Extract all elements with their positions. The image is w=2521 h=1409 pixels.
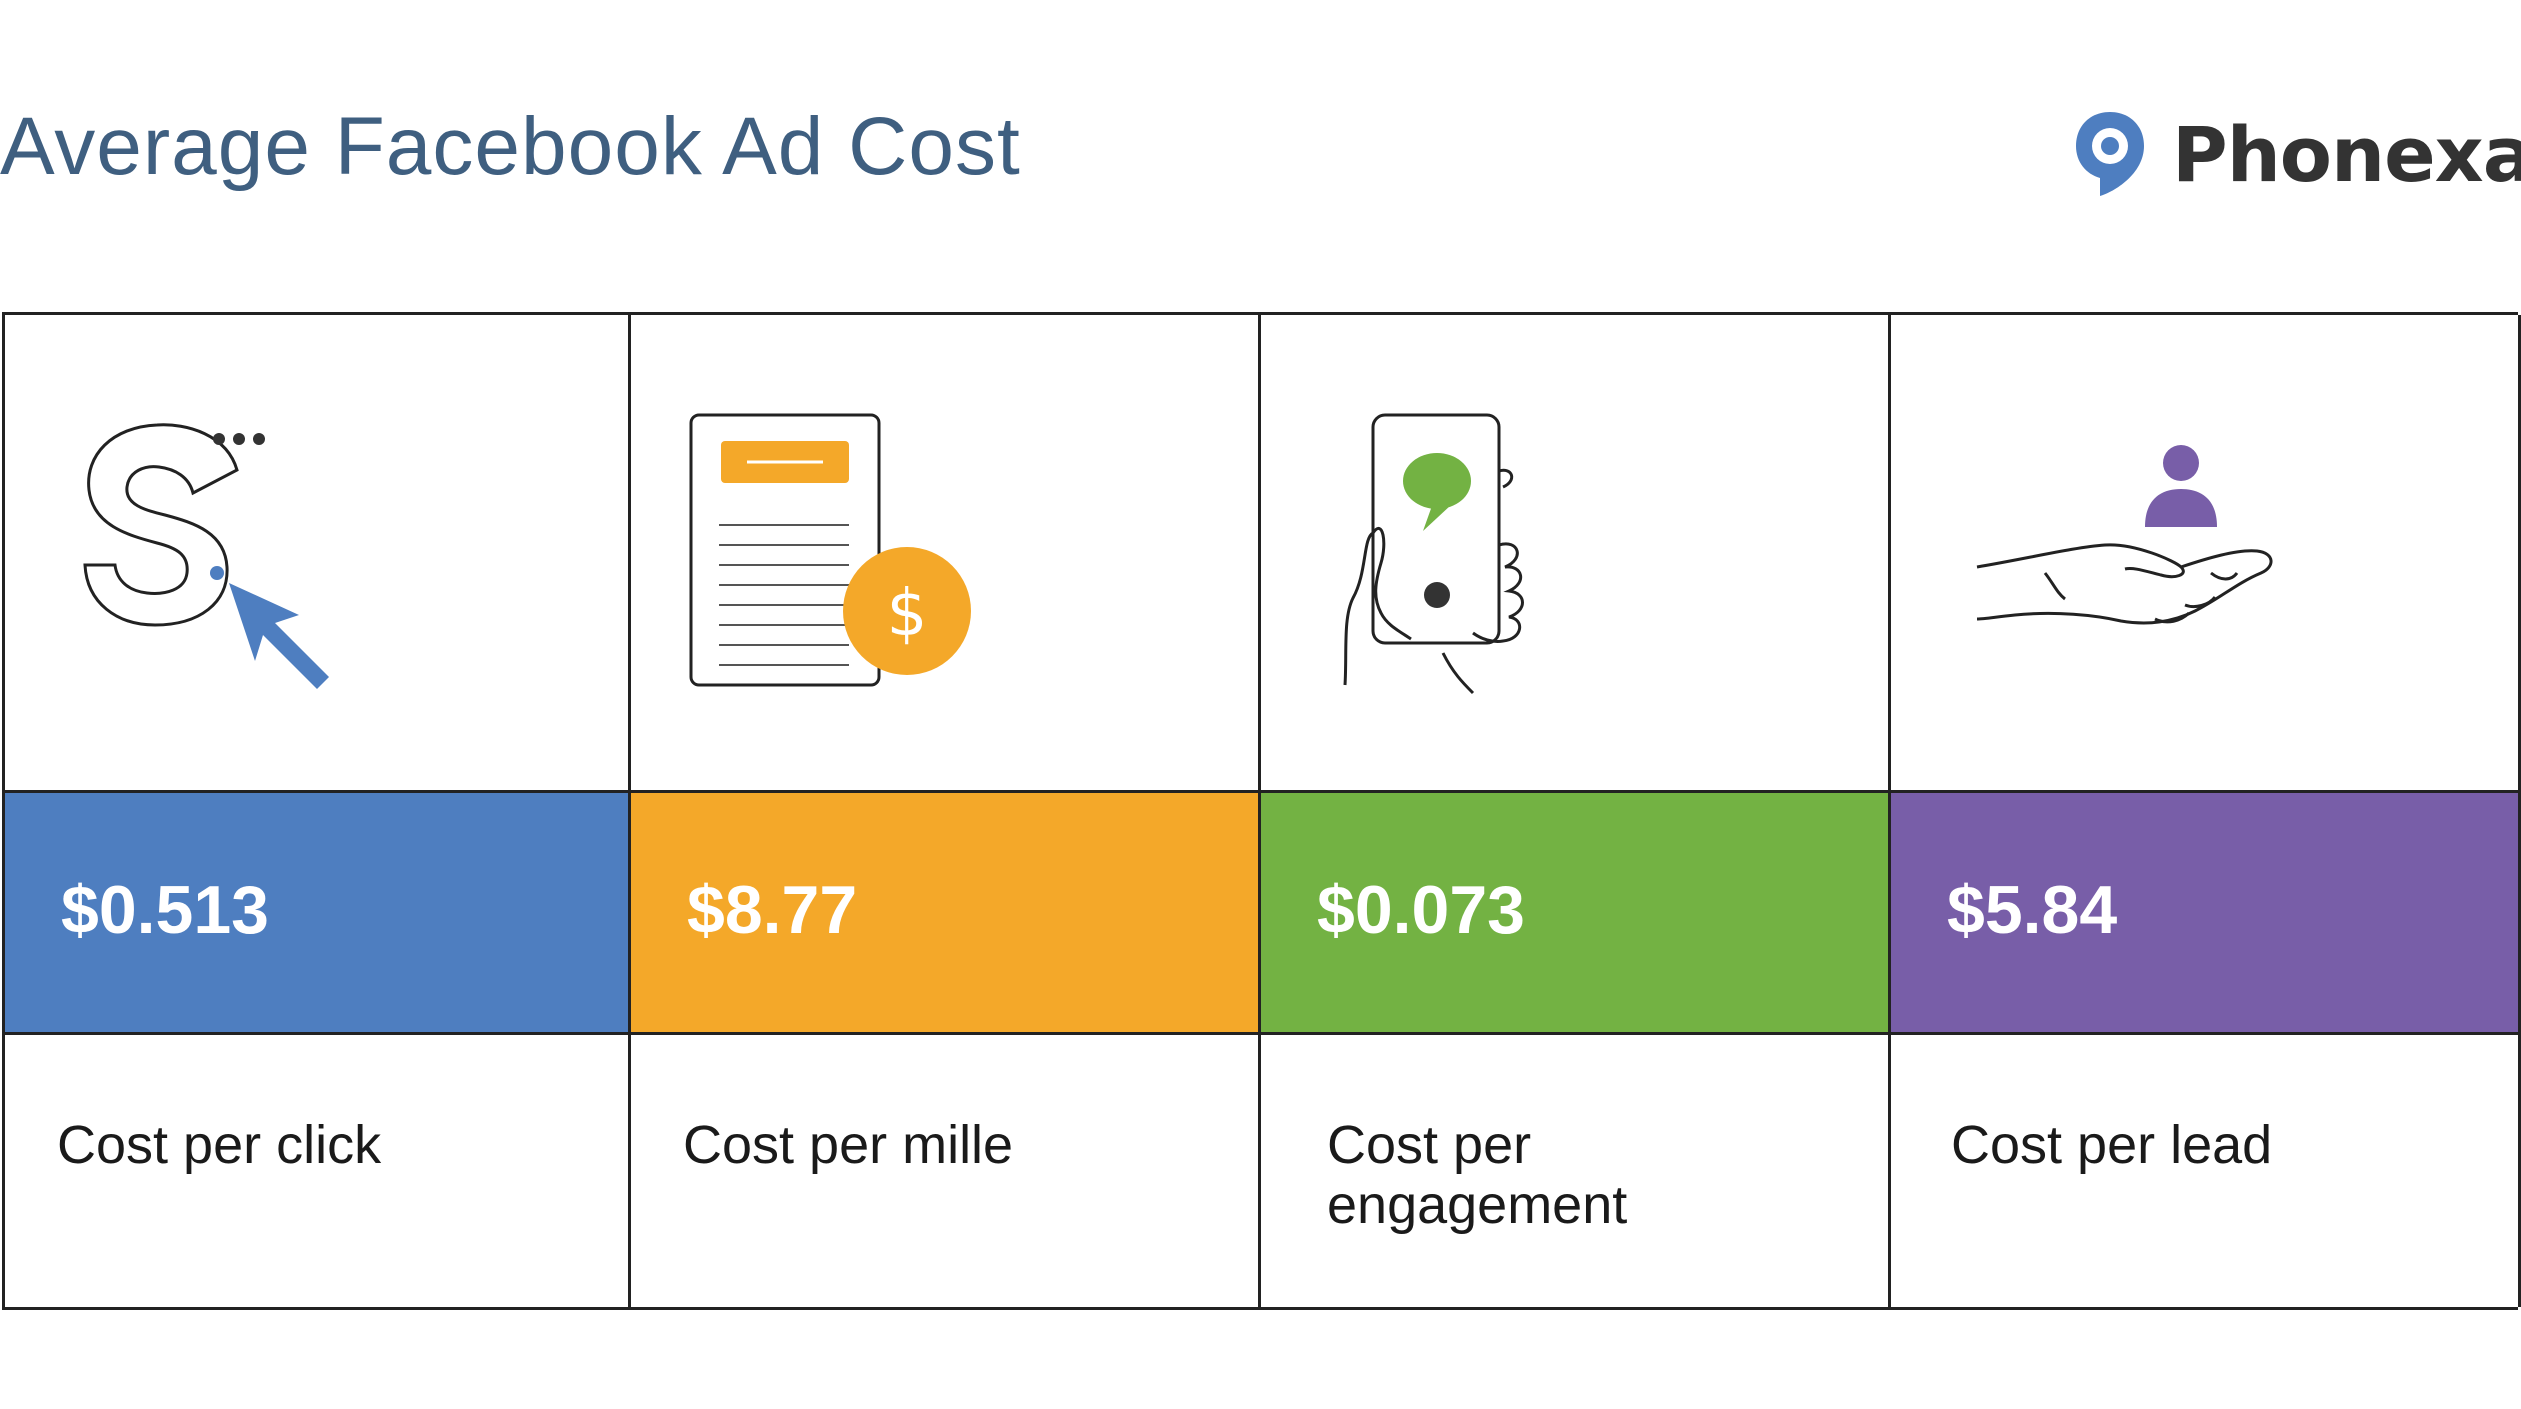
- document-dollar-icon: $: [689, 413, 971, 687]
- cost-per-lead-label: Cost per lead: [1951, 1115, 2273, 1175]
- hand-person-icon: [1976, 445, 2273, 625]
- click-cursor-icon: [83, 423, 329, 689]
- cost-per-engagement-value: $0.073: [1317, 871, 1525, 948]
- icon-cell-cpm: $: [631, 315, 1261, 793]
- icon-cell-cpl: [1891, 315, 2521, 793]
- svg-text:$: $: [887, 577, 928, 651]
- price-cell-cpc: $0.513: [5, 793, 631, 1035]
- label-cell-cpl: Cost per lead: [1891, 1035, 2521, 1307]
- cost-per-engagement-label: Cost per engagement: [1327, 1115, 1628, 1235]
- label-cell-cpe: Cost per engagement: [1261, 1035, 1891, 1307]
- brand-logo: Phonexa®: [2070, 106, 2521, 202]
- icon-cell-cpe: [1261, 315, 1891, 793]
- brand-name: Phonexa®: [2172, 109, 2521, 199]
- phone-chat-icon: [1343, 413, 1524, 695]
- cost-per-click-value: $0.513: [61, 871, 269, 948]
- label-cell-cpm: Cost per mille: [631, 1035, 1261, 1307]
- cost-per-lead-value: $5.84: [1947, 871, 2118, 948]
- icon-cell-cpc: [5, 315, 631, 793]
- cost-per-click-label: Cost per click: [57, 1115, 382, 1175]
- page-title: Average Facebook Ad Cost: [0, 101, 1021, 192]
- cost-per-mille-value: $8.77: [687, 871, 858, 948]
- price-cell-cpl: $5.84: [1891, 793, 2521, 1035]
- label-cell-cpc: Cost per click: [5, 1035, 631, 1307]
- price-cell-cpe: $0.073: [1261, 793, 1891, 1035]
- cost-per-mille-label: Cost per mille: [683, 1115, 1014, 1175]
- phonexa-logo-icon: [2076, 112, 2144, 196]
- price-cell-cpm: $8.77: [631, 793, 1261, 1035]
- metrics-table: $ $0.513 $8.77: [2, 312, 2521, 1310]
